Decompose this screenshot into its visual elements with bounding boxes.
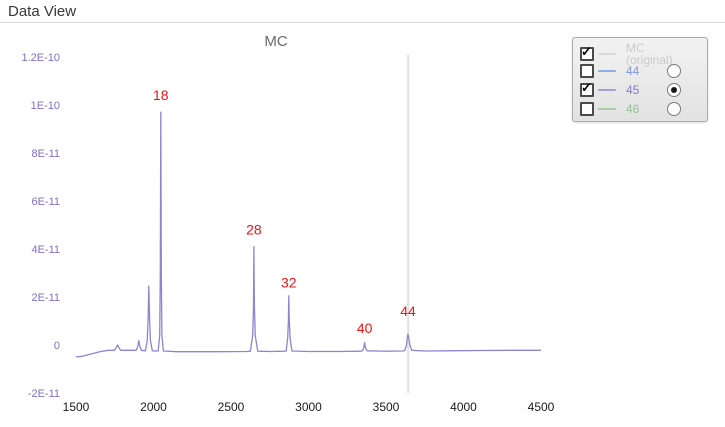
legend-label: MC (original): [626, 41, 673, 67]
checkmark-icon: ✓: [581, 44, 592, 59]
page-header: Data View: [0, 0, 725, 23]
legend-checkbox-45[interactable]: ✓: [580, 79, 594, 97]
legend-radio-45[interactable]: [667, 82, 681, 97]
legend-row-mc-original-: ✓ MC (original): [580, 42, 707, 66]
radio-dot-icon: [671, 86, 677, 93]
y-tick-label: 1E-10: [31, 100, 60, 112]
legend-row-45: ✓ 45: [580, 80, 707, 99]
x-tick-label: 4000: [450, 400, 477, 414]
page-title: Data View: [8, 3, 77, 20]
y-tick-label: 1.2E-10: [21, 52, 60, 64]
legend-row-46: 46: [580, 99, 707, 118]
peak-label-28: 28: [246, 222, 262, 238]
legend-line-sample: [598, 53, 616, 55]
peak-label-40: 40: [357, 320, 373, 336]
x-tick-label: 3000: [295, 400, 322, 414]
legend-line-sample: [598, 88, 616, 91]
y-tick-label: 0: [54, 340, 60, 352]
y-tick-label: -2E-11: [28, 388, 60, 400]
legend-radio-46[interactable]: [667, 101, 681, 116]
peak-label-18: 18: [153, 87, 169, 103]
legend-label: 45: [626, 82, 640, 97]
y-tick-label: 6E-11: [31, 196, 60, 208]
legend-box: ✓ MC (original) 44 ✓ 45 46: [572, 37, 708, 122]
legend-checkbox-44[interactable]: [580, 63, 594, 78]
legend-line-sample: [598, 107, 616, 110]
peak-label-32: 32: [281, 274, 297, 290]
y-tick-label: 2E-11: [31, 292, 60, 304]
y-tick-label: 4E-11: [31, 244, 60, 256]
checkmark-icon: ✓: [581, 79, 592, 95]
x-tick-label: 4500: [528, 400, 555, 414]
legend-line-sample: [598, 69, 616, 72]
x-tick-label: 1500: [63, 400, 90, 414]
y-tick-label: 8E-11: [31, 148, 60, 160]
series-45-trace: [75, 111, 541, 358]
x-tick-label: 2000: [140, 400, 167, 414]
legend-checkbox-46[interactable]: [580, 101, 594, 116]
legend-radio-44[interactable]: [667, 63, 681, 78]
legend-row-44: 44: [580, 61, 707, 80]
legend-checkbox-mc-original-[interactable]: ✓: [580, 44, 594, 61]
x-tick-label: 2500: [218, 400, 245, 414]
legend-label: 46: [626, 101, 640, 116]
x-tick-label: 3500: [373, 400, 400, 414]
peak-label-44: 44: [400, 303, 416, 319]
legend-label: 44: [626, 63, 640, 78]
chart-title: MC: [264, 33, 288, 50]
